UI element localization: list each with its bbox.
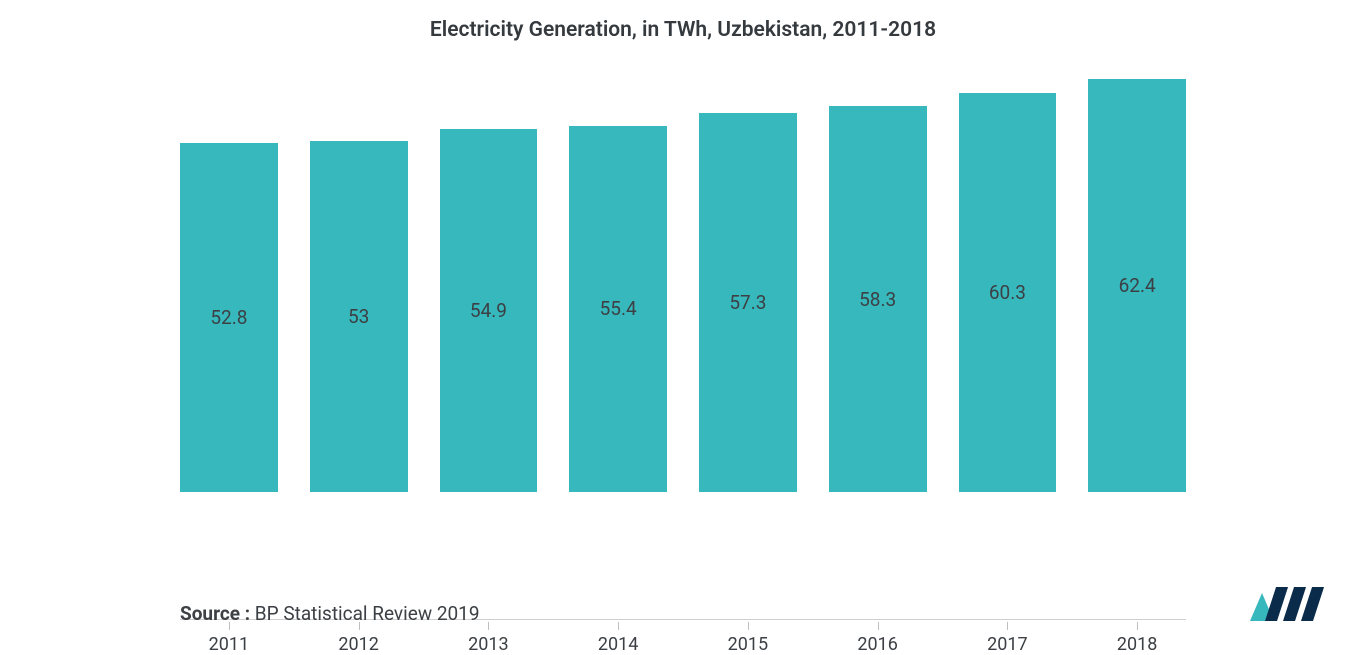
x-axis-tick: 2016 [829, 634, 927, 655]
source-text: BP Statistical Review 2019 [250, 602, 479, 625]
x-axis-tick: 2017 [959, 634, 1057, 655]
bar-value-label: 55.4 [600, 297, 637, 320]
bar-value-label: 57.3 [729, 291, 766, 314]
bar-value-label: 58.3 [859, 288, 896, 311]
x-axis-tick: 2014 [569, 634, 667, 655]
bars-container: 52.8 53 54.9 55.4 57.3 58.3 60.3 62.4 [180, 62, 1186, 492]
bar: 62.4 [1088, 79, 1186, 492]
bar: 55.4 [569, 126, 667, 492]
chart-plot-area: 52.8 53 54.9 55.4 57.3 58.3 60.3 62.4 [0, 62, 1366, 620]
bar: 54.9 [440, 129, 538, 492]
bar-value-label: 60.3 [989, 281, 1026, 304]
x-axis-tick: 2018 [1088, 634, 1186, 655]
mordor-logo-icon [1248, 581, 1326, 633]
x-axis-tick: 2013 [440, 634, 538, 655]
chart-title: Electricity Generation, in TWh, Uzbekist… [0, 18, 1366, 42]
bar: 52.8 [180, 143, 278, 492]
bar-value-label: 52.8 [210, 306, 247, 329]
x-axis: 2011 2012 2013 2014 2015 2016 2017 2018 [0, 634, 1366, 655]
bar-column: 54.9 [440, 129, 538, 492]
bar: 60.3 [959, 93, 1057, 492]
bar-value-label: 54.9 [470, 299, 507, 322]
bar-column: 62.4 [1088, 79, 1186, 492]
chart-wrapper: Electricity Generation, in TWh, Uzbekist… [0, 0, 1366, 655]
bar-column: 60.3 [959, 93, 1057, 492]
x-axis-tick: 2012 [310, 634, 408, 655]
bar-value-label: 53 [348, 305, 369, 328]
bar: 57.3 [699, 113, 797, 492]
bar: 58.3 [829, 106, 927, 492]
bar-column: 52.8 [180, 143, 278, 492]
bar-column: 58.3 [829, 106, 927, 492]
bar: 53 [310, 141, 408, 492]
x-axis-tick: 2015 [699, 634, 797, 655]
bar-column: 53 [310, 141, 408, 492]
x-axis-tick: 2011 [180, 634, 278, 655]
bar-value-label: 62.4 [1119, 274, 1156, 297]
source-label: Source : [180, 602, 250, 625]
bar-column: 55.4 [569, 126, 667, 492]
source-attribution: Source : BP Statistical Review 2019 [180, 602, 480, 625]
bar-column: 57.3 [699, 113, 797, 492]
